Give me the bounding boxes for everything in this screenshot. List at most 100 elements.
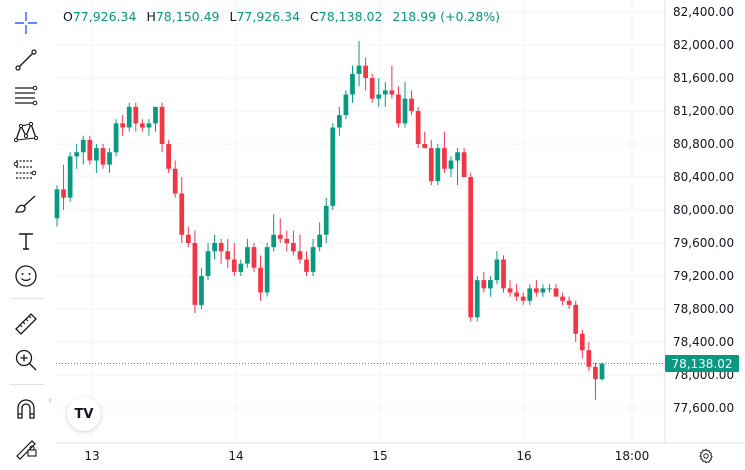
- candle-body: [409, 98, 414, 111]
- collapse-toolbar-button[interactable]: ‹: [48, 394, 52, 406]
- candle-body: [139, 123, 145, 128]
- price-tick-label: 81,600.00: [673, 71, 734, 85]
- price-tick-label: 80,000.00: [673, 203, 734, 217]
- time-tick-label: 13: [84, 449, 99, 463]
- candle-body: [54, 189, 60, 219]
- candle-body: [310, 247, 316, 272]
- candle-body: [435, 148, 441, 182]
- change-value: 218.99 (+0.28%): [392, 9, 501, 24]
- time-axis: 13 14 15 16 18:00: [84, 449, 649, 463]
- price-tick-label: 77,600.00: [673, 401, 734, 415]
- candle-body: [501, 259, 506, 289]
- lock-drawing-icon[interactable]: [9, 430, 43, 464]
- candle-body: [369, 78, 375, 99]
- price-tick-label: 79,600.00: [673, 236, 734, 250]
- candle-body: [566, 300, 572, 305]
- candle-body: [573, 304, 579, 334]
- candle-body: [264, 247, 270, 293]
- candle-body: [448, 160, 454, 169]
- candle-body: [330, 127, 336, 206]
- candle-body: [415, 111, 421, 144]
- toolbar-divider: [10, 298, 44, 299]
- chart-grid: [56, 0, 665, 443]
- candle-body: [284, 238, 290, 243]
- candle-body: [185, 234, 191, 243]
- candle-body: [599, 363, 605, 380]
- candle-body: [382, 90, 388, 95]
- text-icon[interactable]: [9, 224, 43, 258]
- gear-icon[interactable]: [697, 447, 715, 465]
- candle-body: [212, 243, 217, 252]
- candle-body: [61, 189, 66, 198]
- prediction-icon[interactable]: [9, 152, 43, 186]
- brush-icon[interactable]: [9, 188, 43, 222]
- time-tick-label: 16: [516, 449, 531, 463]
- magnet-icon[interactable]: [9, 392, 43, 426]
- pattern-icon[interactable]: [9, 115, 43, 149]
- ruler-icon[interactable]: [9, 307, 43, 341]
- candle-body: [514, 292, 520, 297]
- candle-body: [297, 251, 303, 260]
- candle-body: [172, 168, 178, 194]
- candle-body: [100, 148, 106, 165]
- candle-body: [225, 251, 231, 260]
- candle-body: [304, 259, 309, 272]
- current-price-label: 78,138.02: [665, 355, 739, 373]
- candle-body: [356, 65, 362, 74]
- candle-body: [363, 65, 368, 78]
- candle-body: [245, 247, 250, 264]
- candle-body: [396, 94, 401, 124]
- drawing-toolbar: [0, 0, 52, 470]
- fib-retracement-icon[interactable]: [9, 79, 43, 113]
- candle-body: [120, 123, 126, 128]
- candle-body: [461, 152, 467, 177]
- candle-body: [323, 205, 329, 235]
- emoji-icon[interactable]: [9, 259, 43, 293]
- candle-body: [159, 106, 165, 144]
- candle-body: [527, 288, 533, 301]
- toolbar-divider: [10, 384, 44, 385]
- time-tick-label: 18:00: [615, 449, 650, 463]
- candle-body: [238, 263, 244, 272]
- open-label: O: [63, 9, 73, 24]
- candle-body: [442, 148, 447, 169]
- zoom-in-icon[interactable]: [9, 343, 43, 377]
- price-tick-label: 78,400.00: [673, 335, 734, 349]
- candle-body: [87, 139, 93, 161]
- candle-body: [133, 106, 139, 124]
- candle-body: [94, 148, 99, 161]
- candle-body: [251, 247, 257, 268]
- candle-body: [376, 94, 382, 99]
- trend-line-icon[interactable]: [9, 43, 43, 77]
- candle-body: [586, 350, 592, 367]
- candle-series: [54, 40, 605, 400]
- open-value: 77,926.34: [72, 9, 137, 24]
- high-value: 78,150.49: [155, 9, 220, 24]
- tradingview-logo[interactable]: TV: [67, 397, 101, 431]
- close-label: C: [310, 9, 319, 24]
- candle-body: [422, 144, 428, 149]
- candle-body: [343, 94, 349, 116]
- candle-body: [553, 288, 559, 297]
- candle-body: [107, 152, 112, 165]
- candle-body: [350, 73, 355, 95]
- candle-body: [533, 288, 539, 293]
- candle-body: [494, 259, 500, 281]
- price-axis: 82,400.00 82,000.00 81,600.00 81,200.00 80,8…: [673, 5, 734, 415]
- candle-body: [468, 177, 474, 318]
- candle-body: [258, 267, 263, 293]
- crosshair-icon[interactable]: [9, 6, 43, 40]
- candle-body: [231, 259, 237, 272]
- candle-body: [507, 288, 513, 293]
- candle-body: [205, 251, 211, 276]
- price-tick-label: 81,200.00: [673, 104, 734, 118]
- time-tick-label: 15: [372, 449, 387, 463]
- candle-body: [199, 276, 204, 305]
- candle-body: [291, 243, 296, 252]
- candle-body: [126, 106, 132, 128]
- low-value: 77,926.34: [236, 9, 301, 24]
- price-tick-label: 80,800.00: [673, 137, 734, 151]
- high-label: H: [146, 9, 156, 24]
- price-tick-label: 79,200.00: [673, 269, 734, 283]
